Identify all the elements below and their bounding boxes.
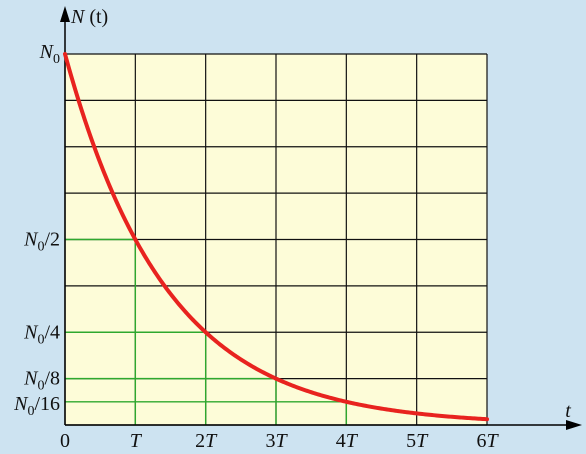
x-tick-label: T (130, 430, 143, 452)
data-point (485, 417, 489, 422)
data-point (133, 237, 138, 242)
data-point (274, 376, 278, 381)
y-axis-label: N (t) (70, 6, 108, 28)
y-tick-label: N0/16 (13, 393, 60, 419)
data-point (203, 330, 208, 335)
x-tick-label: 2T (195, 430, 218, 452)
half-life-guides (65, 238, 348, 425)
x-axis-label: t (565, 400, 571, 422)
data-point (344, 400, 349, 404)
y-tick-label: N0/8 (23, 368, 60, 394)
axes (60, 6, 582, 430)
decay-curve-layer (63, 52, 489, 422)
x-axis-arrow-icon (566, 420, 582, 430)
x-tick-label: 0 (60, 430, 70, 452)
x-tick-label: 6T (476, 430, 499, 452)
y-tick-label: N0/4 (23, 321, 60, 347)
y-axis-arrow-icon (60, 6, 70, 22)
x-tick-label: 5T (406, 430, 429, 452)
tick-labels: 0 T 2T 3T 4T 5T 6T N0 N0/2 N0/4 N0/8N0/16 N (t) t (13, 6, 571, 452)
data-point (63, 52, 67, 56)
y-tick-label: N0/2 (23, 229, 60, 255)
x-tick-label: 3T (265, 430, 288, 452)
data-point (414, 411, 419, 416)
x-tick-label: 4T (336, 430, 359, 452)
y-tick-label: N0 (39, 41, 60, 67)
